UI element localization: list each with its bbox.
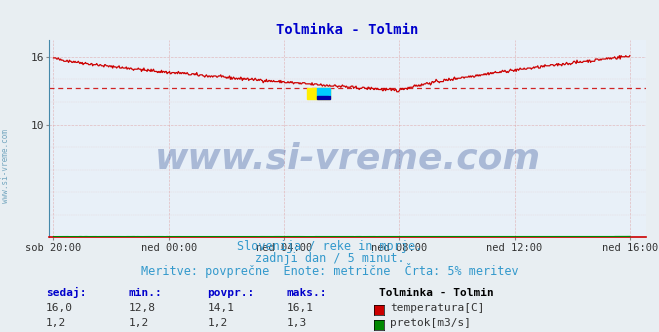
Text: povpr.:: povpr.: xyxy=(208,288,255,298)
Text: maks.:: maks.: xyxy=(287,288,327,298)
Bar xyxy=(317,88,330,96)
Bar xyxy=(307,88,330,99)
Text: zadnji dan / 5 minut.: zadnji dan / 5 minut. xyxy=(254,252,405,265)
Text: Tolminka - Tolmin: Tolminka - Tolmin xyxy=(379,288,494,298)
Text: Slovenija / reke in morje.: Slovenija / reke in morje. xyxy=(237,240,422,253)
Text: 16,1: 16,1 xyxy=(287,303,314,313)
Text: pretok[m3/s]: pretok[m3/s] xyxy=(390,318,471,328)
Text: 1,2: 1,2 xyxy=(46,318,67,328)
Text: www.si-vreme.com: www.si-vreme.com xyxy=(155,141,540,175)
Title: Tolminka - Tolmin: Tolminka - Tolmin xyxy=(276,23,419,37)
Text: 12,8: 12,8 xyxy=(129,303,156,313)
Text: sedaj:: sedaj: xyxy=(46,287,86,298)
Text: 1,3: 1,3 xyxy=(287,318,307,328)
Text: 1,2: 1,2 xyxy=(208,318,228,328)
PathPatch shape xyxy=(317,88,330,96)
Text: 14,1: 14,1 xyxy=(208,303,235,313)
Text: 1,2: 1,2 xyxy=(129,318,149,328)
Text: 16,0: 16,0 xyxy=(46,303,73,313)
Text: Meritve: povprečne  Enote: metrične  Črta: 5% meritev: Meritve: povprečne Enote: metrične Črta:… xyxy=(140,263,519,278)
Bar xyxy=(317,96,330,99)
Text: min.:: min.: xyxy=(129,288,162,298)
Text: www.si-vreme.com: www.si-vreme.com xyxy=(1,129,10,203)
Text: temperatura[C]: temperatura[C] xyxy=(390,303,484,313)
